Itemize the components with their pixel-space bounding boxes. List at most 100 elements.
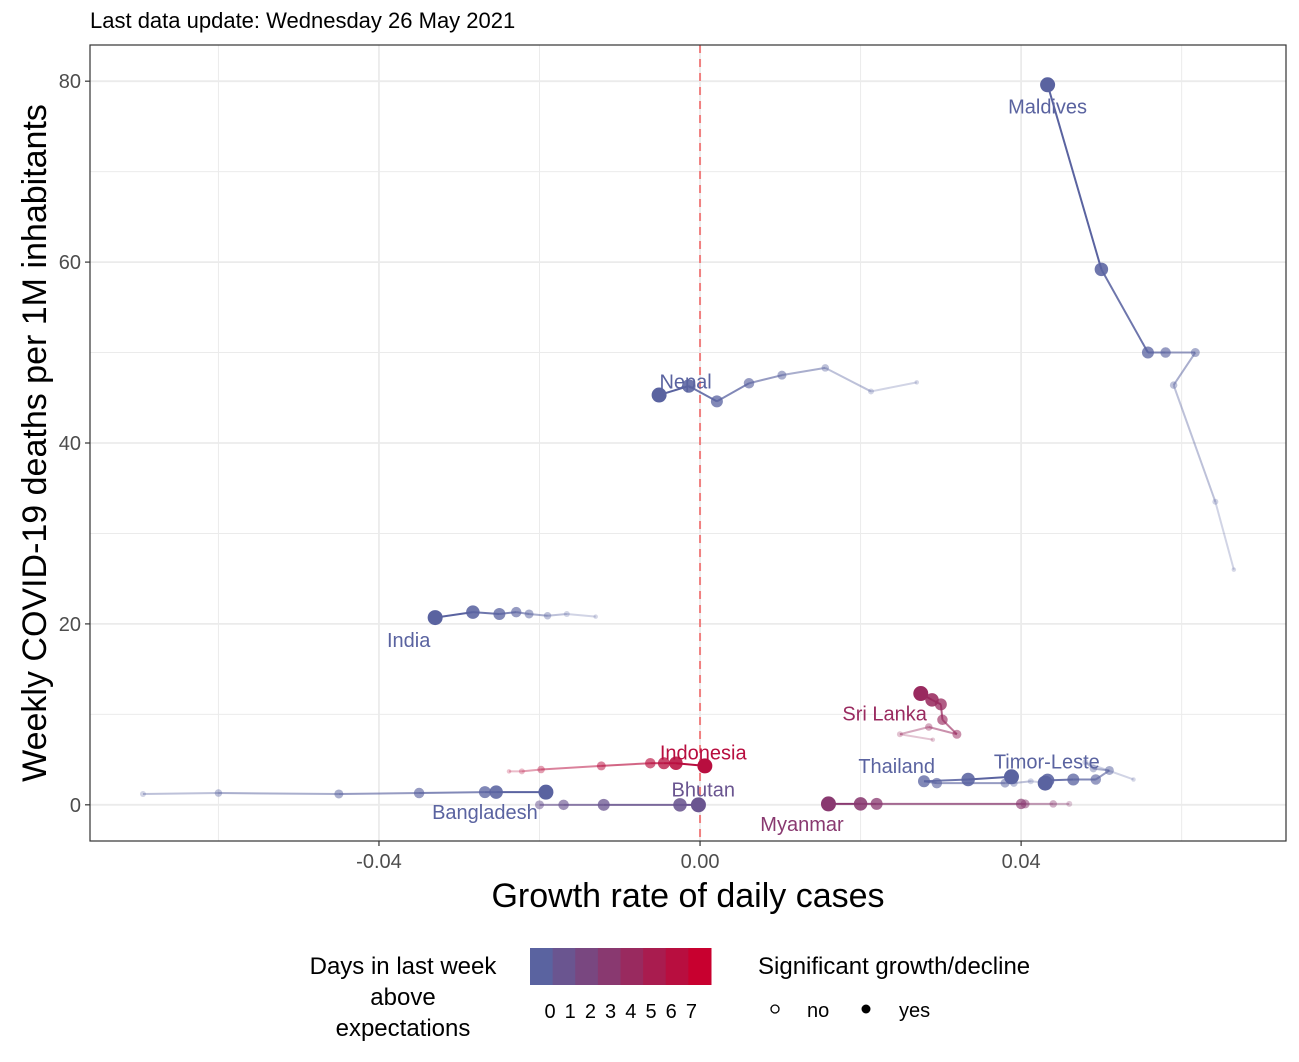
past-point <box>777 370 787 380</box>
past-point <box>870 797 883 810</box>
past-point <box>896 731 903 738</box>
trajectory-segment <box>1013 780 1031 785</box>
country-label: Timor-Leste <box>994 751 1100 773</box>
trajectory-segment <box>1214 501 1235 570</box>
series-bangladesh <box>139 784 554 800</box>
trajectory-segment <box>899 726 930 736</box>
past-point <box>1104 765 1114 775</box>
past-point <box>657 757 670 770</box>
legend-color-title-line: Days in last week <box>310 953 498 980</box>
trajectory-segment <box>142 792 219 795</box>
legend-color-swatch <box>620 948 644 985</box>
past-point <box>1160 347 1171 358</box>
trajectory-segment <box>928 726 958 736</box>
past-point <box>1190 348 1200 358</box>
past-point <box>645 757 656 769</box>
past-point <box>478 786 491 799</box>
past-point <box>914 380 920 385</box>
past-point <box>952 729 962 739</box>
legend-color-swatch <box>552 948 576 985</box>
past-point <box>925 723 933 731</box>
past-point <box>558 799 569 811</box>
series-maldives <box>1040 77 1237 572</box>
past-point <box>682 379 696 393</box>
trajectory-segment <box>870 381 917 393</box>
series-layer <box>139 77 1237 813</box>
past-point <box>593 614 598 619</box>
legend-color-label: 0 <box>544 1001 555 1023</box>
current-point <box>427 610 443 626</box>
legend-shape-label-no: no <box>807 1000 829 1022</box>
current-point <box>913 686 929 702</box>
trajectory-segment <box>781 366 826 377</box>
past-point <box>1066 800 1073 807</box>
country-label: Myanmar <box>760 814 844 836</box>
past-point <box>466 605 480 619</box>
legend-shape-yes <box>861 1004 871 1014</box>
legend-color-label: 6 <box>666 1001 677 1023</box>
trajectory-segment <box>419 791 485 795</box>
past-point <box>1089 764 1098 773</box>
legend-color-label: 2 <box>585 1001 596 1023</box>
legend-color-label: 5 <box>645 1001 656 1023</box>
legend-color-swatch <box>575 948 599 985</box>
country-label: Indonesia <box>660 742 748 764</box>
trajectory-segment <box>541 764 602 771</box>
trajectory-segment <box>566 612 596 618</box>
past-point <box>1141 346 1154 359</box>
y-tick-label: 20 <box>59 614 81 636</box>
current-point <box>1003 769 1019 785</box>
grid <box>90 45 1286 841</box>
legend-color-swatch <box>665 948 689 985</box>
past-point <box>1015 798 1027 810</box>
past-point <box>917 775 930 788</box>
past-point <box>1090 774 1102 785</box>
series-timor-leste <box>1037 759 1136 791</box>
past-point <box>1082 759 1089 766</box>
legend-shape-no <box>770 1004 780 1014</box>
past-point <box>413 787 425 799</box>
past-point <box>1231 567 1237 572</box>
legend-color-label: 7 <box>686 1001 697 1023</box>
legend-shape-label-yes: yes <box>899 1000 930 1022</box>
past-point <box>1094 262 1109 277</box>
legend-color-title-line: above <box>370 984 435 1011</box>
past-point <box>710 395 723 408</box>
past-point <box>743 378 755 389</box>
past-point <box>543 612 552 620</box>
legend-color-swatch <box>530 948 554 985</box>
trajectory-segment <box>547 612 567 617</box>
past-point <box>510 606 522 618</box>
legend-color-swatch <box>688 948 712 985</box>
legend-color-title-line: expectations <box>336 1015 471 1042</box>
past-point <box>597 798 610 811</box>
y-tick-label: 0 <box>70 795 81 817</box>
past-point <box>1067 773 1080 786</box>
past-point <box>139 790 146 797</box>
trajectory-segment <box>218 792 339 795</box>
legend-color-swatch <box>597 948 621 985</box>
y-axis-title: Weekly COVID-19 deaths per 1M inhabitant… <box>16 104 54 782</box>
trajectory-segment <box>923 778 969 783</box>
past-point <box>821 364 830 372</box>
series-myanmar <box>820 796 1073 812</box>
current-point <box>538 784 554 800</box>
country-label: India <box>387 630 431 652</box>
current-point <box>1037 775 1053 791</box>
past-point <box>537 765 545 774</box>
current-point <box>690 797 706 813</box>
trajectory-segment <box>1172 384 1217 503</box>
trajectory-segment <box>1046 84 1103 270</box>
legend-color-label: 3 <box>605 1001 616 1023</box>
past-point <box>506 769 512 774</box>
current-point <box>1040 77 1056 93</box>
country-label: Bangladesh <box>432 802 538 824</box>
past-point <box>1027 778 1034 785</box>
past-point <box>493 607 506 620</box>
trajectory-segment <box>521 768 542 773</box>
series-india <box>427 605 598 626</box>
past-point <box>937 714 948 726</box>
country-labels: Maldives Nepal India Sri Lanka Indonesia Thai… <box>387 97 1100 836</box>
past-point <box>853 797 868 811</box>
